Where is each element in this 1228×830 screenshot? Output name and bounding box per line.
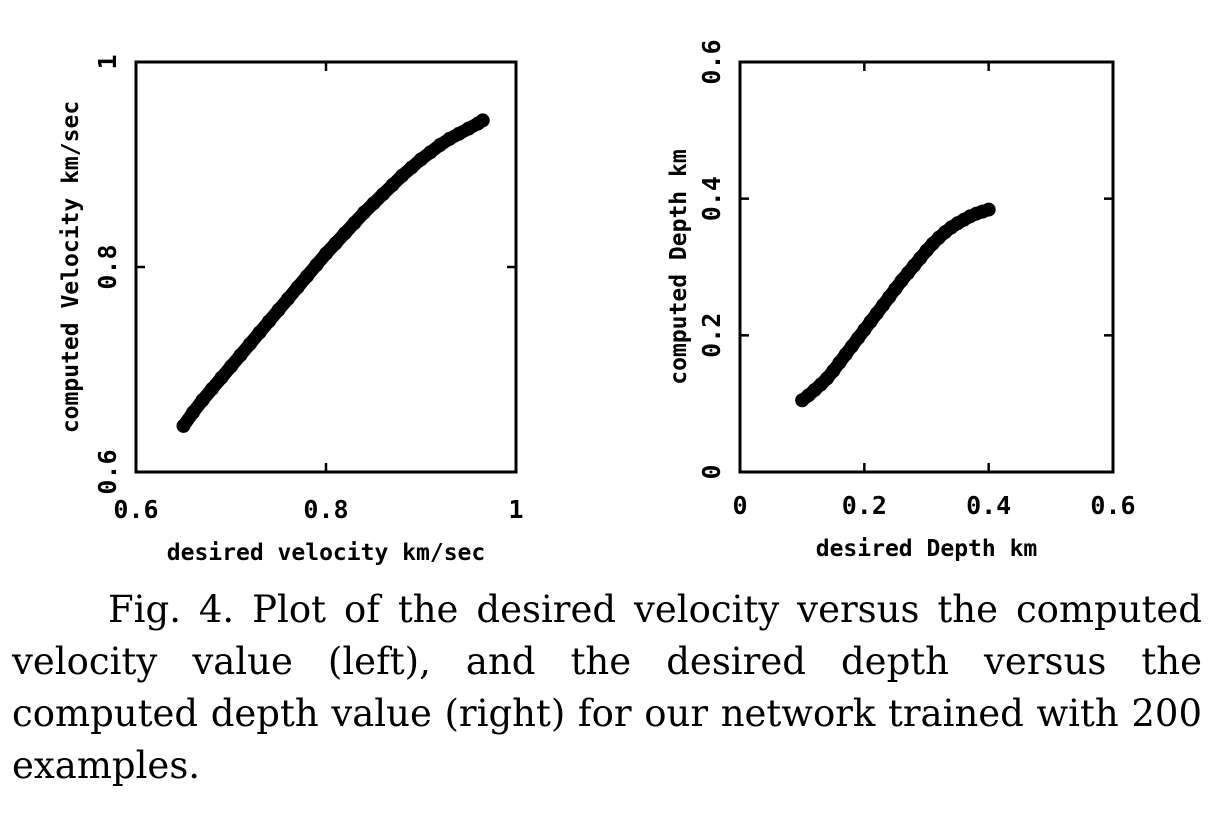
y-tick-label: 0: [697, 464, 726, 479]
data-series: [795, 202, 996, 408]
x-tick-label: 1: [508, 495, 523, 524]
charts-canvas: 0.6 0.8 1 0.6 0.8 1 desired velocity km/sec com…: [58, 39, 1136, 566]
x-tick-label: 0.2: [842, 491, 887, 520]
x-tick-label: 0.6: [1090, 491, 1135, 520]
y-tick-label: 0.4: [697, 176, 726, 221]
figure-caption: Fig. 4. Plot of the desired velocity ver…: [12, 588, 1202, 787]
figure: 0.6 0.8 1 0.6 0.8 1 desired velocity km/sec com…: [58, 39, 1136, 566]
y-axis-label: computed Depth km: [666, 149, 692, 384]
x-tick-label: 0.8: [303, 495, 348, 524]
chart-1: 0.6 0.8 1 0.6 0.8 1 desired velocity km/sec com…: [58, 54, 524, 566]
y-tick-label: 0.2: [697, 313, 726, 358]
plot-frame: [738, 60, 1115, 474]
data-series: [176, 113, 490, 433]
data-point: [475, 113, 490, 128]
x-tick-label: 0.4: [966, 491, 1011, 520]
y-tick-label: 0.8: [93, 244, 122, 289]
y-tick-label: 1: [93, 54, 122, 69]
chart-2: 0 0.2 0.4 0.6 0 0.2 0.4 0.6 desired Depth km comp…: [666, 39, 1136, 562]
x-tick-label: 0: [732, 491, 747, 520]
y-tick-label: 0.6: [93, 449, 122, 494]
data-point: [981, 202, 996, 217]
y-tick-label: 0.6: [697, 39, 726, 84]
x-tick-label: 0.6: [113, 495, 158, 524]
y-axis-label: computed Velocity km/sec: [58, 101, 84, 433]
x-axis-label: desired velocity km/sec: [167, 540, 486, 566]
x-axis-label: desired Depth km: [816, 536, 1038, 562]
